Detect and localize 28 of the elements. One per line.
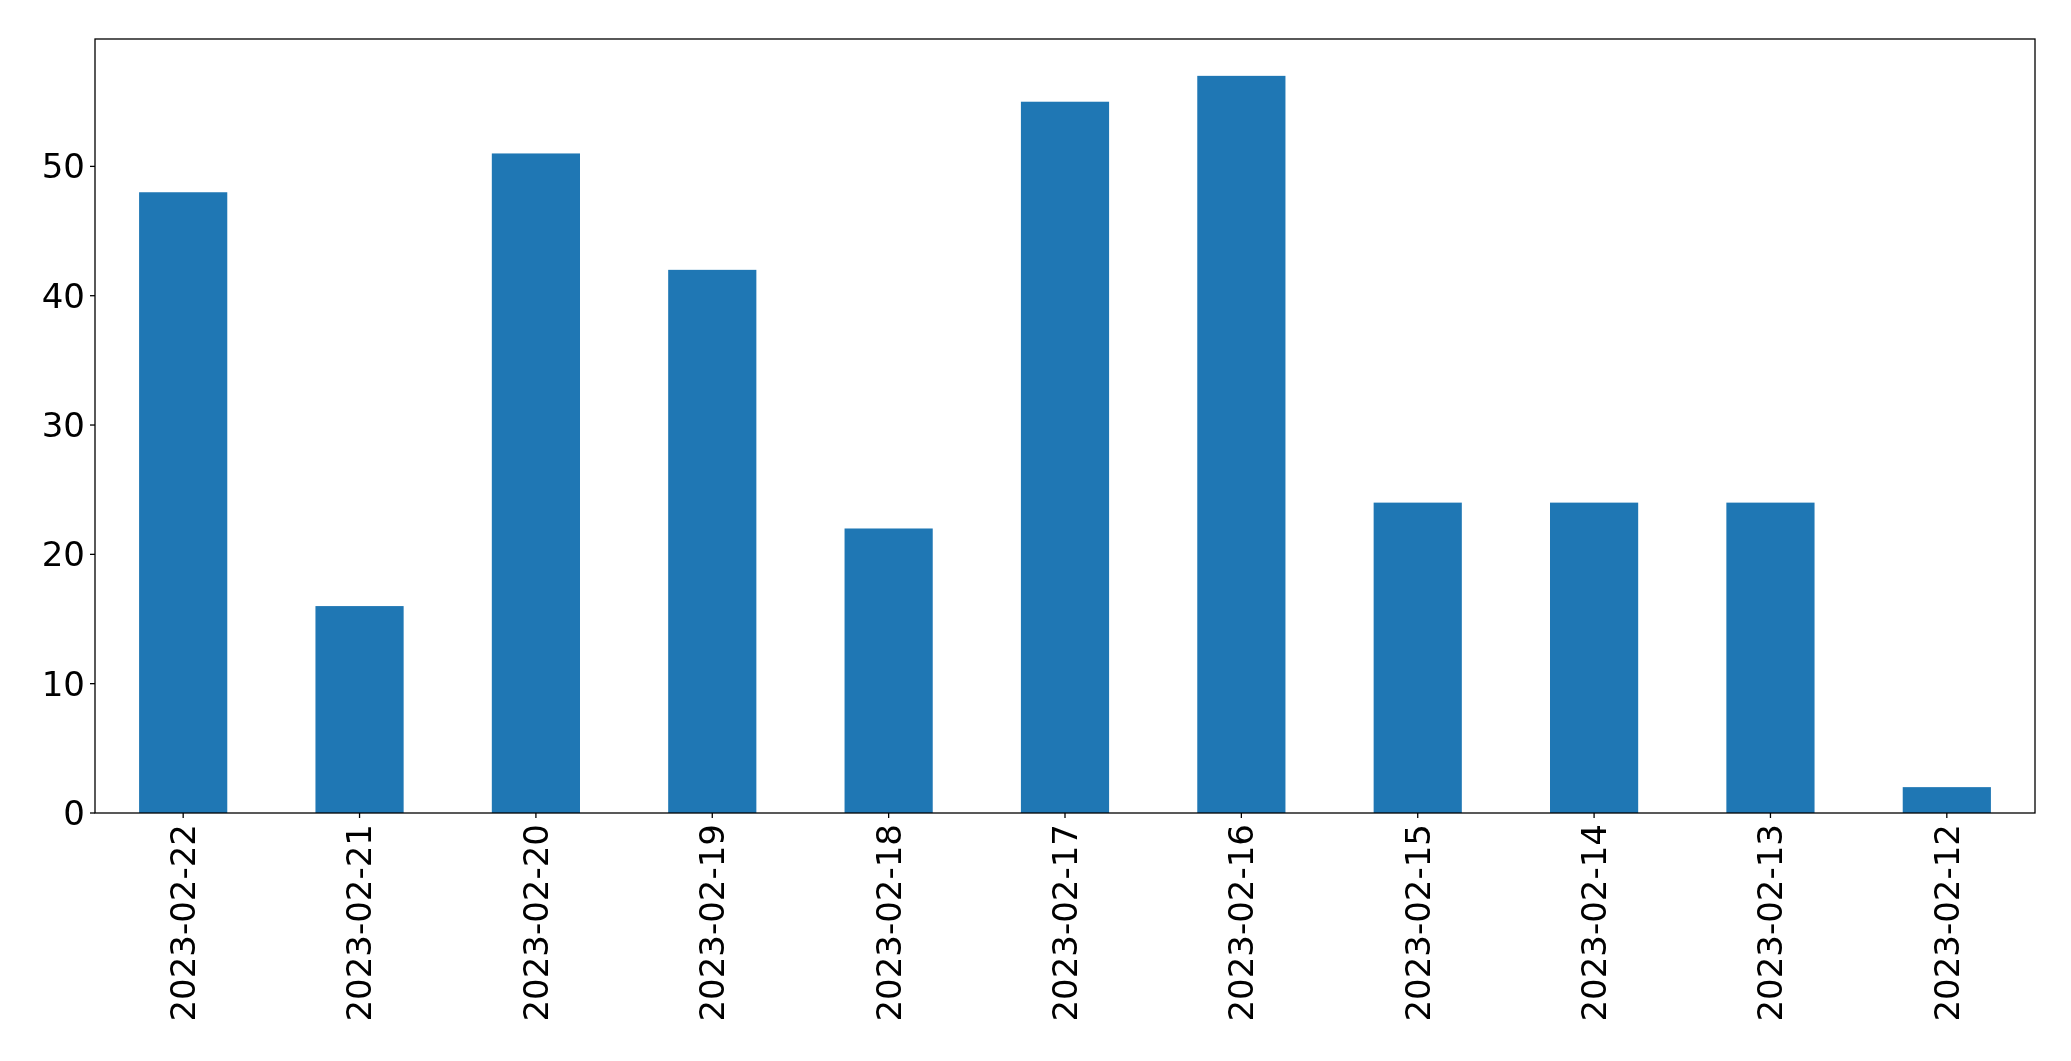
y-tick-label: 30 [41,404,85,445]
y-tick-label: 10 [41,663,85,704]
bar [139,192,228,813]
x-tick-label: 2023-02-17 [1044,824,1085,1022]
bar [1020,101,1110,813]
y-tick-label: 40 [41,275,85,316]
x-tick-label: 2023-02-20 [515,824,556,1022]
x-tick-label: 2023-02-14 [1573,824,1614,1022]
bar [668,269,757,813]
y-tick-label: 0 [63,792,85,833]
x-tick-label: 2023-02-19 [692,824,733,1022]
bar [1902,787,1991,813]
bar [1197,75,1286,813]
bar [1550,502,1639,813]
x-tick-label: 2023-02-15 [1397,824,1438,1022]
bar [1726,502,1815,813]
x-tick-label: 2023-02-21 [339,824,380,1022]
x-tick-label: 2023-02-12 [1926,824,1967,1022]
x-tick-label: 2023-02-22 [163,824,204,1022]
bar [844,528,933,813]
y-tick-label: 20 [41,534,85,575]
y-tick-label: 50 [41,146,85,187]
x-tick-label: 2023-02-18 [868,824,909,1022]
x-tick-label: 2023-02-16 [1221,824,1262,1022]
bar [315,606,404,813]
bar [1373,502,1462,813]
x-tick-label: 2023-02-13 [1750,824,1791,1022]
bar [491,153,580,813]
